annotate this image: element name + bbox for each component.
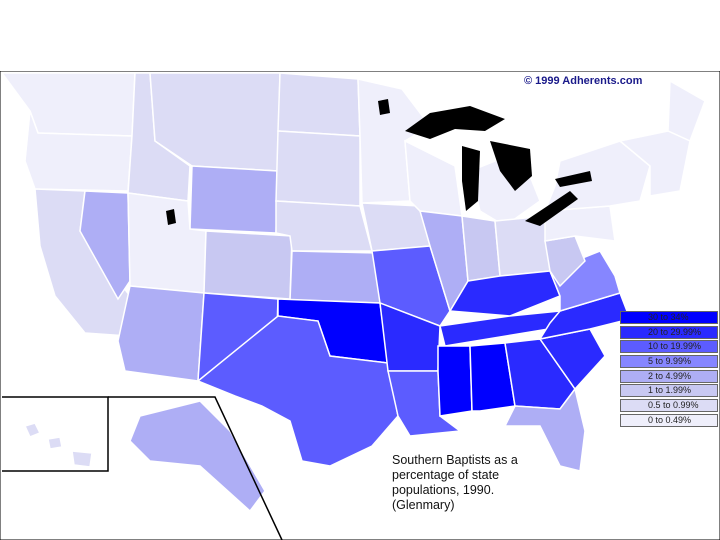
lake-michigan: [462, 146, 480, 211]
legend-swatch: [620, 384, 718, 398]
legend-swatch: [620, 399, 718, 413]
state-texas: [196, 315, 399, 467]
state-nebraska: [275, 200, 373, 252]
legend-swatch: [620, 340, 718, 354]
legend-swatch: [620, 355, 718, 369]
state-alabama: [469, 342, 516, 412]
state-hawaii: [23, 422, 93, 468]
great-salt-lake: [166, 209, 176, 225]
state-florida: [503, 387, 586, 472]
state-new-england: [618, 130, 691, 197]
map-frame: © 1999 Adherents.com Southern Baptists a…: [0, 71, 720, 540]
legend-label: 20 to 29.99%: [648, 326, 702, 337]
lake-ontario: [555, 171, 592, 187]
state-colorado: [203, 230, 293, 300]
copyright-text: © 1999 Adherents.com: [524, 75, 643, 87]
lake-huron: [490, 141, 532, 191]
legend-swatch: [620, 369, 718, 383]
state-ohio: [494, 215, 551, 277]
legend-label: 0 to 0.49%: [648, 414, 692, 425]
state-nevada: [79, 190, 131, 301]
legend-swatch: [620, 311, 718, 324]
alaska-inset-frame: [108, 396, 283, 540]
map-title-line: (Glenmary): [392, 498, 455, 512]
state-indiana: [461, 215, 501, 282]
state-mississippi: [437, 345, 473, 417]
map-title-line: percentage of state: [392, 468, 500, 482]
legend-label: 10 to 19.99%: [648, 341, 702, 352]
state-north-dakota: [277, 72, 361, 137]
legend-row: 30 to 34%: [620, 311, 718, 326]
map-title-line: populations, 1990.: [392, 483, 495, 497]
legend-swatch: [620, 325, 718, 339]
legend-row: 5 to 9.99%: [620, 355, 718, 370]
map-title: Southern Baptists as a percentage of sta…: [392, 453, 562, 513]
legend-label: 5 to 9.99%: [648, 356, 692, 367]
legend-row: 0 to 0.49%: [620, 413, 718, 429]
legend-label: 1 to 1.99%: [648, 385, 692, 396]
map-title-line: Southern Baptists as a: [392, 453, 518, 467]
state-south-dakota: [275, 130, 361, 207]
us-map: [0, 71, 720, 540]
state-missouri: [371, 245, 451, 327]
state-arizona: [117, 285, 205, 382]
legend-row: 1 to 1.99%: [620, 384, 718, 399]
legend-swatch: [620, 413, 718, 427]
legend-row: 0.5 to 0.99%: [620, 399, 718, 414]
state-kansas: [289, 250, 381, 304]
state-wyoming: [189, 165, 279, 234]
legend-row: 20 to 29.99%: [620, 325, 718, 341]
state-alaska: [129, 400, 266, 513]
legend-row: 2 to 4.99%: [620, 369, 718, 385]
legend: 30 to 34% 20 to 29.99% 10 to 19.99% 5 to…: [620, 311, 718, 429]
hawaii-inset-frame: [2, 396, 109, 472]
lake-erie: [525, 191, 578, 226]
legend-label: 30 to 34%: [648, 312, 689, 322]
lake-superior: [405, 106, 505, 139]
lake-of-woods: [378, 99, 390, 115]
legend-label: 0.5 to 0.99%: [648, 400, 699, 411]
legend-row: 10 to 19.99%: [620, 340, 718, 355]
legend-label: 2 to 4.99%: [648, 370, 692, 381]
